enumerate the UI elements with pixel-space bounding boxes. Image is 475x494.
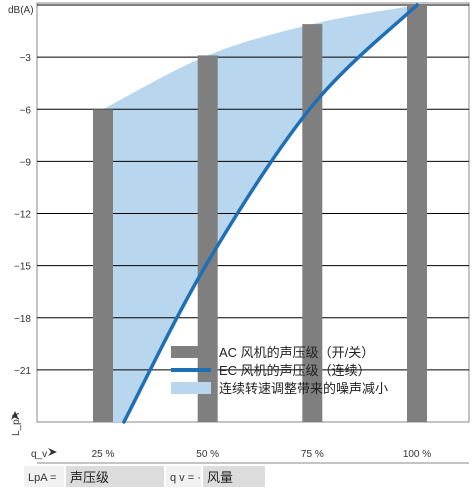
x-tick-label: 75 % xyxy=(301,449,324,460)
x-axis-symbol: q_v xyxy=(31,449,47,460)
x-tick-label: 25 % xyxy=(92,449,115,460)
x-tick-label: 50 % xyxy=(196,449,219,460)
plot-frame xyxy=(36,2,470,423)
y-tick-label: −9 xyxy=(20,157,32,168)
legend-label: AC 风机的声压级（开/关） xyxy=(219,345,374,360)
y-tick-label: −3 xyxy=(20,53,32,64)
legend-label: EC 风机的声压级（连续） xyxy=(219,363,371,378)
lpa-symbol-box xyxy=(24,466,64,487)
y-tick-label: −18 xyxy=(14,314,31,325)
lpa-symbol: LpA = xyxy=(28,472,56,484)
ac-bar xyxy=(197,55,218,423)
y-tick-label: −21 xyxy=(14,366,31,377)
y-tick-label: −6 xyxy=(20,105,32,116)
ec-line xyxy=(122,3,419,424)
y-axis-symbol: L_pA xyxy=(11,412,22,436)
qv-symbol-box xyxy=(166,466,201,487)
ac-bar xyxy=(407,5,427,422)
qv-text: 风量 xyxy=(207,470,233,485)
lpa-text-box xyxy=(66,466,164,487)
x-axis-arrow-icon xyxy=(48,448,57,456)
legend-swatch xyxy=(171,346,211,358)
y-unit-label: dB(A) xyxy=(8,5,34,16)
x-tick-label: 100 % xyxy=(403,449,431,460)
y-tick-label: −15 xyxy=(14,262,31,273)
legend-swatch xyxy=(171,382,211,394)
lpa-text: 声压级 xyxy=(70,470,109,485)
legend-label: 连续转速调整带来的噪声减小 xyxy=(219,381,388,396)
ac-bar xyxy=(302,24,323,422)
qv-text-box xyxy=(203,466,265,487)
y-axis-arrow-icon xyxy=(11,411,19,420)
qv-symbol: q v = · xyxy=(170,472,201,484)
ac-bar xyxy=(93,109,113,423)
y-tick-label: −12 xyxy=(14,210,31,221)
